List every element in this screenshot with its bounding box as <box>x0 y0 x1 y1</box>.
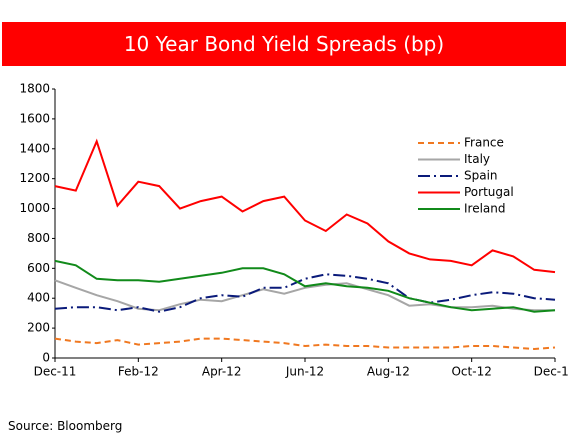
x-tick-label: Dec-11 <box>34 365 77 379</box>
x-tick-label: Oct-12 <box>451 365 491 379</box>
series-line <box>54 273 556 313</box>
legend-label: Italy <box>464 152 490 166</box>
y-tick-label: 800 <box>27 231 50 245</box>
x-tick-label: Jun-12 <box>285 365 324 379</box>
x-tick-label: Aug-12 <box>367 365 410 379</box>
x-tick-label: Dec-12 <box>534 365 568 379</box>
series-line <box>54 337 556 351</box>
legend-label: Portugal <box>464 185 514 199</box>
series-line <box>54 138 556 274</box>
y-tick-label: 1600 <box>19 111 50 125</box>
y-tick-label: 200 <box>27 321 50 335</box>
y-tick-label: 600 <box>27 261 50 275</box>
source: Source: Bloomberg <box>8 419 123 433</box>
series-line <box>54 279 555 312</box>
y-tick-label: 1400 <box>19 141 50 155</box>
y-tick-label: 0 <box>42 351 50 365</box>
x-tick-label: Feb-12 <box>118 365 159 379</box>
legend-label: Spain <box>464 169 498 183</box>
y-tick-label: 1000 <box>19 201 50 215</box>
legend-label: France <box>464 136 504 150</box>
legend-label: Ireland <box>464 202 506 216</box>
y-tick-label: 400 <box>27 291 50 305</box>
x-tick-label: Apr-12 <box>202 365 242 379</box>
y-tick-label: 1800 <box>19 82 50 96</box>
series-line <box>54 259 556 313</box>
chart-title: 10 Year Bond Yield Spreads (bp) <box>2 22 566 66</box>
y-tick-label: 1200 <box>19 171 50 185</box>
